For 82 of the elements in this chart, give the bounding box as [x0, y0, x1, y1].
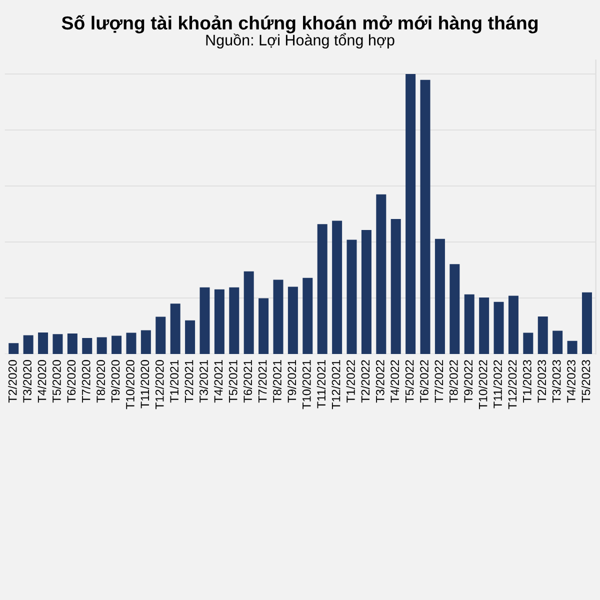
bar [229, 287, 240, 354]
x-tick-label: T1/2022 [346, 360, 355, 403]
x-tick-label: T5/2022 [405, 360, 414, 403]
x-tick-label: T1/2021 [170, 360, 179, 403]
bar [200, 287, 210, 354]
x-tick-label: T2/2022 [360, 360, 370, 403]
bar [288, 286, 298, 354]
bar [302, 278, 313, 354]
bar [434, 238, 445, 354]
bar [346, 240, 357, 354]
bar [52, 334, 63, 354]
x-tick-label: T8/2020 [96, 360, 105, 403]
x-tick-label: T5/2021 [228, 360, 238, 403]
x-tick-label: T4/2023 [566, 360, 576, 403]
bar [552, 330, 563, 354]
bar [23, 335, 34, 354]
x-tick-label: T12/2021 [332, 360, 340, 410]
bar [96, 337, 107, 354]
x-tick-label: T4/2022 [390, 360, 400, 403]
bar [582, 292, 592, 354]
bar [67, 334, 78, 354]
x-tick-label: T11/2021 [316, 360, 326, 408]
x-tick-label: T8/2022 [449, 360, 458, 403]
x-tick-label: T7/2021 [258, 360, 267, 403]
bar [464, 294, 474, 354]
x-tick-label: T6/2022 [420, 360, 428, 403]
chart-title: Số lượng tài khoản chứng khoán mở mới hàng tháng [62, 15, 538, 34]
bar [523, 332, 534, 354]
bar [156, 316, 166, 354]
bar [140, 330, 151, 354]
bar [38, 332, 48, 354]
bar [317, 224, 328, 354]
x-tick-label: T3/2021 [199, 360, 208, 403]
bar [273, 280, 284, 354]
bar [244, 271, 254, 354]
x-tick-label: T3/2023 [552, 360, 561, 403]
x-tick-label: T10/2020 [126, 360, 134, 410]
bar [406, 74, 416, 354]
x-tick-label: T9/2022 [464, 360, 473, 403]
bar [538, 316, 548, 354]
x-tick-label: T3/2022 [376, 360, 384, 403]
x-tick-label: T8/2021 [272, 360, 282, 403]
x-tick-label: T9/2020 [111, 360, 120, 403]
bar [508, 296, 518, 354]
bar [170, 304, 180, 354]
x-tick-label: T2/2020 [8, 360, 17, 403]
bar [214, 289, 224, 354]
bar [420, 80, 430, 354]
bar [390, 219, 401, 354]
x-tick-label: T7/2022 [434, 360, 444, 403]
x-tick-label: T6/2021 [243, 360, 252, 403]
bar [376, 194, 386, 354]
bar [258, 298, 269, 354]
x-tick-label: T4/2020 [38, 360, 46, 403]
bar [479, 297, 490, 354]
x-tick-label: T3/2020 [22, 360, 32, 403]
x-tick-label: T1/2023 [522, 360, 532, 403]
x-tick-label: T11/2020 [140, 360, 150, 408]
bar [112, 336, 122, 354]
bar [8, 343, 19, 354]
x-tick-label: T11/2022 [493, 360, 502, 408]
bar [361, 230, 372, 354]
chart-subtitle: Nguồn: Lợi Hoàng tổng hợp [206, 33, 394, 48]
x-tick-label: T2/2023 [537, 360, 546, 403]
x-tick-label: T7/2020 [82, 360, 90, 403]
x-tick-label: T12/2022 [508, 360, 517, 410]
bar [567, 340, 578, 354]
bar [332, 220, 342, 354]
bar [82, 338, 92, 354]
x-tick-label: T4/2021 [214, 360, 223, 403]
bar [450, 264, 460, 354]
x-tick-label: T5/2020 [52, 360, 61, 403]
x-tick-label: T6/2020 [66, 360, 76, 403]
x-tick-label: T9/2021 [287, 360, 296, 403]
bar [494, 302, 504, 354]
x-tick-label: T12/2020 [155, 360, 164, 410]
x-tick-label: T5/2023 [581, 360, 590, 403]
bar [126, 332, 136, 354]
x-tick-label: T2/2021 [184, 360, 194, 403]
bar [185, 320, 196, 354]
x-tick-label: T10/2021 [302, 360, 311, 410]
x-tick-label: T10/2022 [478, 360, 488, 410]
